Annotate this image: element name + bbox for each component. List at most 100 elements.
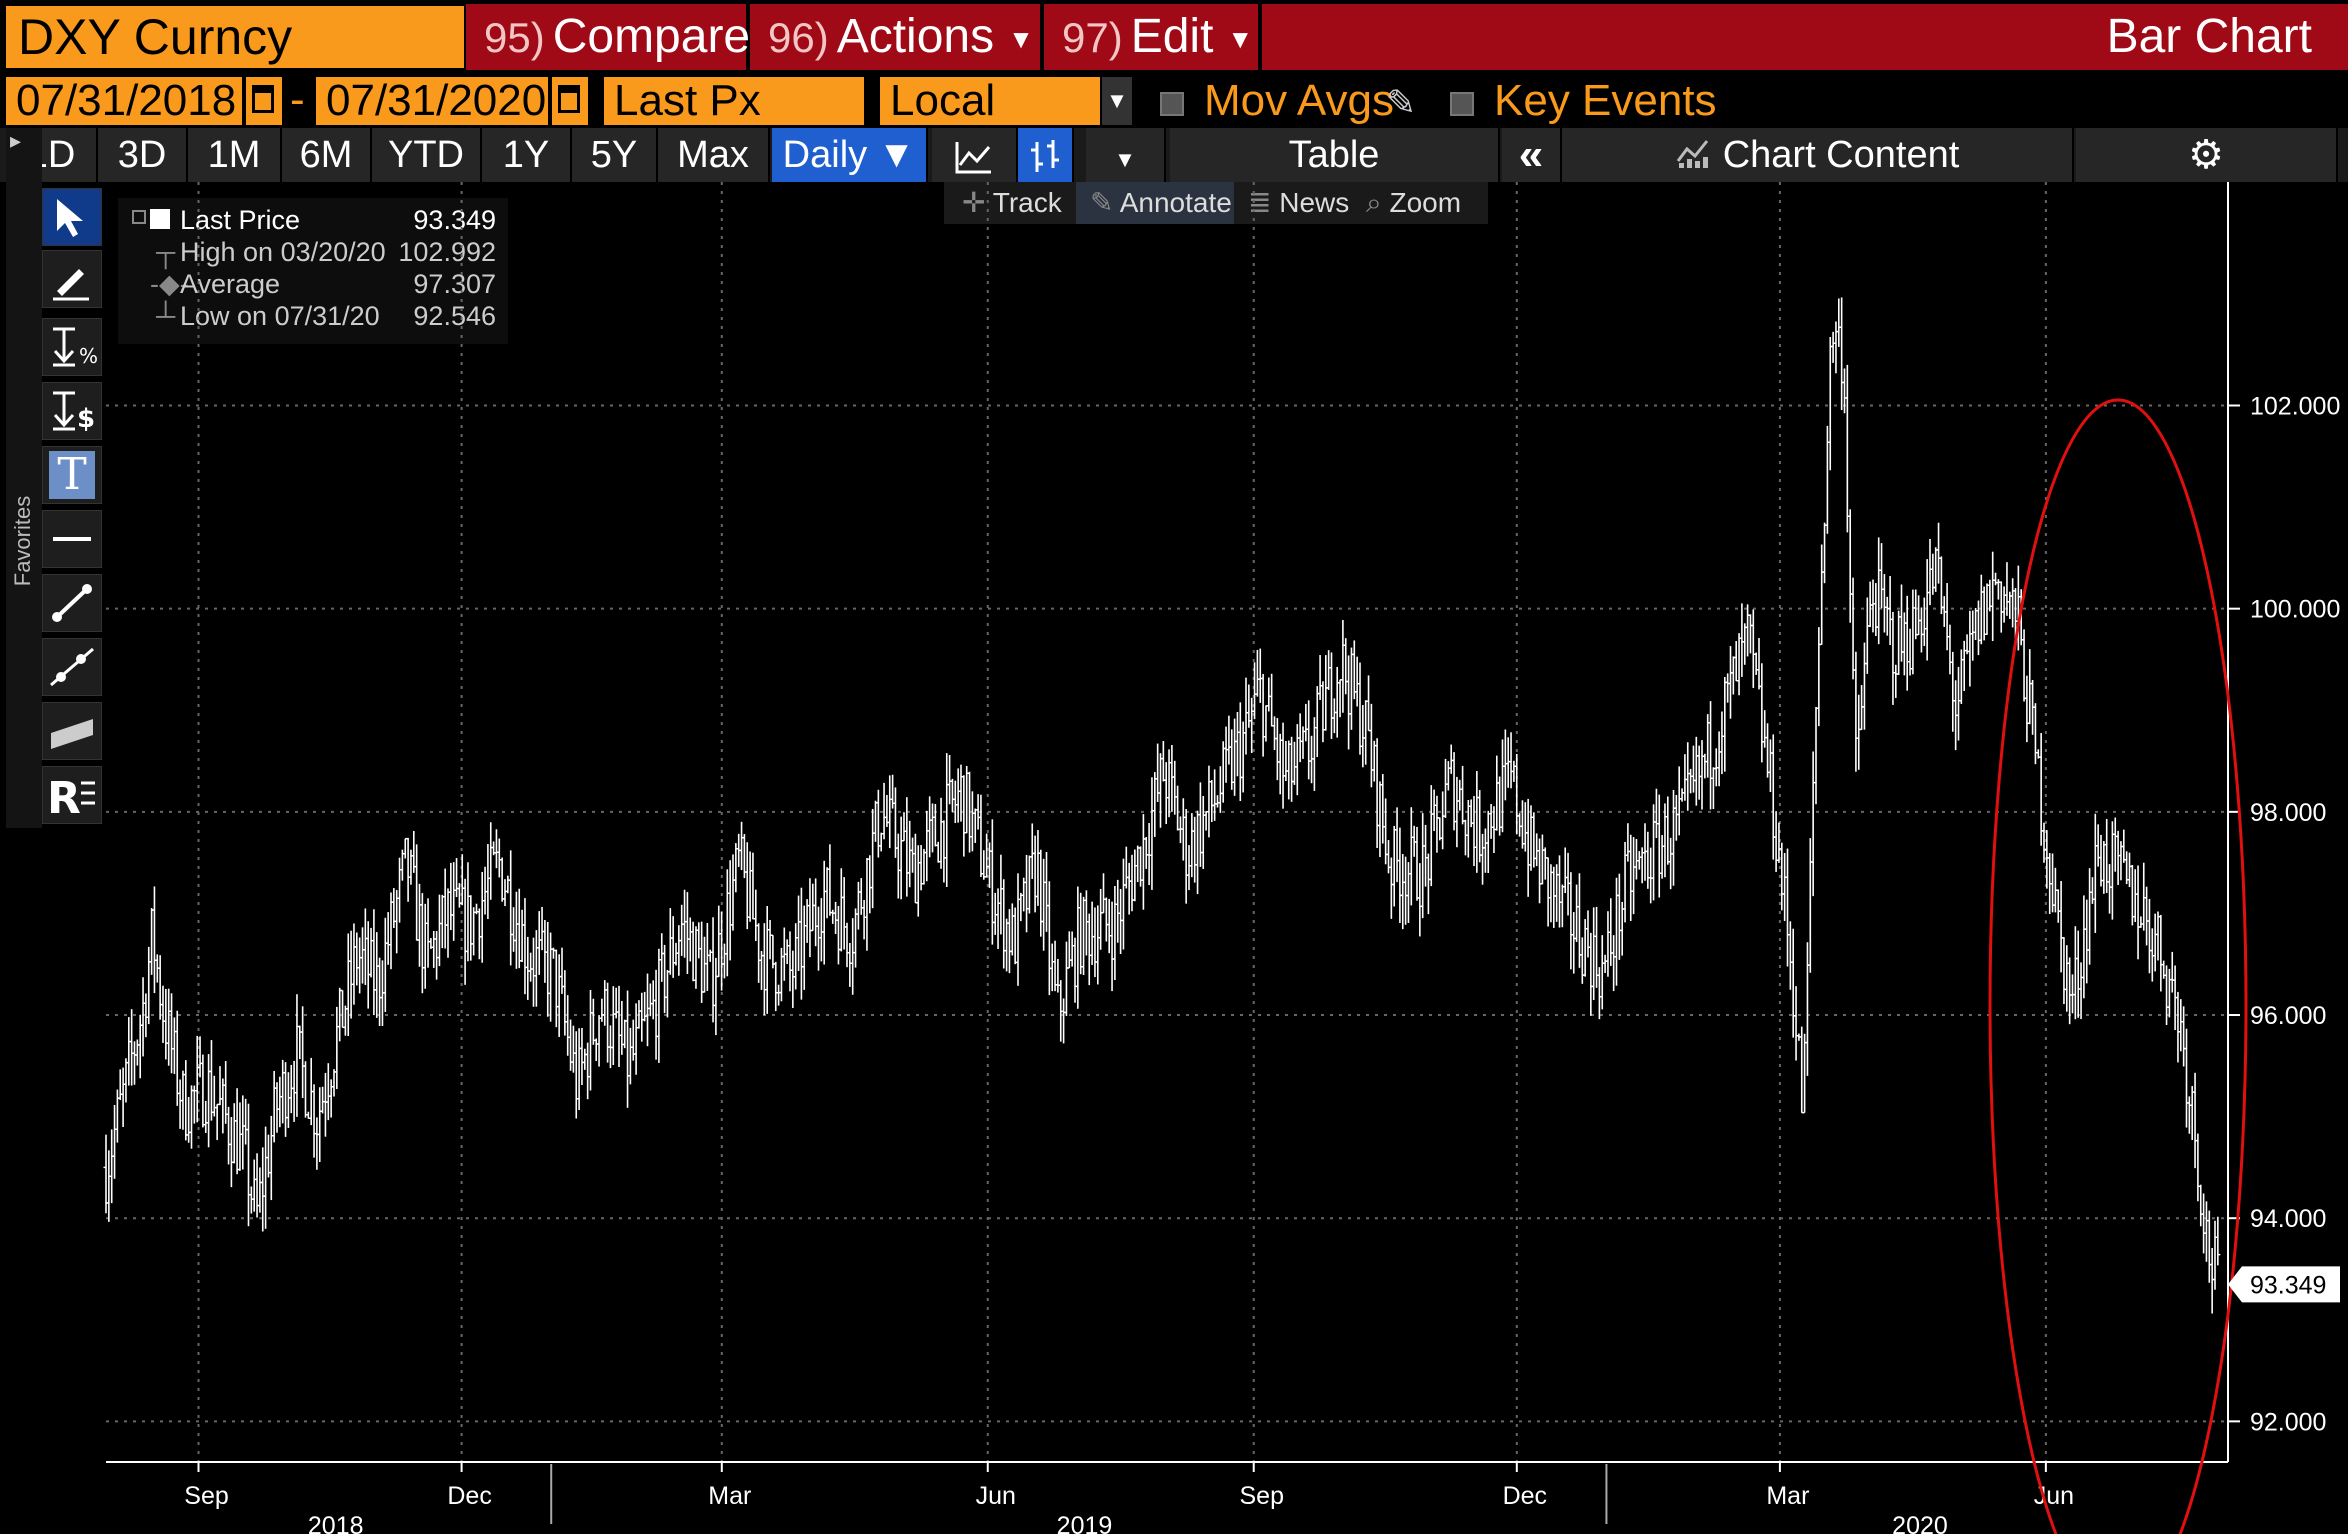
frequency-select[interactable]: Daily ▼	[772, 128, 928, 182]
price-bar	[1309, 735, 1315, 784]
start-calendar-icon[interactable]	[246, 77, 282, 125]
price-bar	[827, 844, 833, 916]
price-bar	[1833, 321, 1839, 374]
price-bar	[941, 820, 947, 883]
crosshair-icon: ✛	[962, 187, 986, 218]
range-1m-button[interactable]: 1M	[188, 128, 282, 182]
pointer-tool-icon[interactable]	[42, 188, 102, 246]
price-bar	[1562, 847, 1568, 894]
price-bar	[878, 832, 884, 852]
price-bar	[607, 1025, 613, 1069]
legend-last-price[interactable]: Last Price 93.349	[118, 204, 508, 236]
price-bar	[2175, 991, 2181, 1063]
range-3d-button[interactable]: 3D	[98, 128, 188, 182]
bar-chart-icon[interactable]	[1018, 128, 1074, 182]
collapse-left-icon[interactable]: «	[1502, 128, 1562, 182]
dollar-line-tool-icon[interactable]: $	[42, 382, 102, 440]
mov-avgs-label[interactable]: Mov Avgs	[1204, 76, 1394, 125]
key-events-label[interactable]: Key Events	[1494, 76, 1717, 125]
key-events-checkbox[interactable]	[1450, 92, 1474, 116]
ray-line-tool-icon[interactable]	[42, 638, 102, 696]
range-6m-button[interactable]: 6M	[282, 128, 372, 182]
price-bar	[1899, 584, 1904, 662]
start-date-field[interactable]: 07/31/2018	[6, 77, 242, 125]
price-field-select[interactable]: Last Px	[604, 77, 864, 125]
news-button[interactable]: ≣ News	[1236, 182, 1352, 224]
track-button[interactable]: ✛ Track	[950, 182, 1074, 224]
horizontal-line-tool-icon[interactable]	[42, 510, 102, 568]
price-bar	[2129, 865, 2135, 926]
price-bar	[1693, 736, 1699, 806]
price-bar	[724, 869, 730, 977]
price-bar	[214, 1103, 220, 1141]
channel-tool-icon[interactable]	[42, 702, 102, 760]
currency-select[interactable]: Local CCY	[880, 77, 1100, 173]
price-bar	[1041, 858, 1047, 951]
compare-button[interactable]: 95) Compare	[466, 4, 750, 70]
chart-subtoolbar: ✛ Track ✎ Annotate ≣ News ⌕ Zoom	[944, 182, 1488, 224]
expand-arrow-icon[interactable]: ▸	[10, 128, 22, 153]
range-ytd-button[interactable]: YTD	[372, 128, 482, 182]
price-bar	[211, 1075, 217, 1117]
end-date-field[interactable]: 07/31/2020	[316, 77, 548, 125]
mov-avgs-checkbox[interactable]	[1160, 92, 1184, 116]
chart-content-button[interactable]: Chart Content	[1562, 128, 2074, 182]
price-bar	[171, 1017, 177, 1074]
price-bar	[103, 1134, 109, 1214]
annotate-button[interactable]: ✎ Annotate	[1076, 182, 1234, 224]
table-button[interactable]: Table	[1170, 128, 1500, 182]
chart-type-dropdown[interactable]: ▼	[1086, 128, 1166, 182]
price-bar	[448, 862, 454, 931]
price-bar	[1602, 954, 1608, 973]
price-bar	[1234, 712, 1240, 777]
actions-button[interactable]: 96) Actions ▼	[750, 4, 1040, 70]
price-bar	[1762, 710, 1768, 748]
percent-line-tool-icon[interactable]: %	[42, 318, 102, 376]
range-5y-button[interactable]: 5Y	[572, 128, 658, 182]
price-bar	[904, 797, 910, 897]
price-bar	[2041, 822, 2047, 863]
price-bar	[864, 858, 870, 951]
line-chart-icon[interactable]	[932, 128, 1018, 182]
price-bar	[1964, 634, 1970, 655]
price-bar	[388, 892, 394, 970]
range-1y-button[interactable]: 1Y	[482, 128, 572, 182]
chart-legend: Last Price 93.349 ┬ High on 03/20/20 102…	[118, 198, 508, 344]
price-bar	[271, 1070, 277, 1143]
pen-tool-icon[interactable]	[42, 250, 102, 308]
price-bar	[1557, 855, 1562, 928]
price-bar	[659, 933, 665, 982]
range-max-button[interactable]: Max	[658, 128, 770, 182]
price-bar	[821, 860, 827, 965]
price-bar	[704, 922, 710, 991]
chevron-down-icon[interactable]: ▼	[1102, 77, 1132, 125]
price-bar	[1656, 794, 1662, 898]
title-bar: Bar Chart	[1262, 4, 2348, 70]
ticker-field[interactable]: DXY Curncy	[6, 6, 464, 68]
price-bar	[981, 850, 987, 880]
price-bar	[1383, 798, 1389, 865]
price-bar	[2089, 877, 2095, 904]
price-bar	[1286, 740, 1292, 800]
end-calendar-icon[interactable]	[552, 77, 588, 125]
price-bar	[2172, 965, 2178, 1031]
regression-tool-icon[interactable]: R	[42, 766, 102, 824]
settings-gear-icon[interactable]: ⚙	[2076, 128, 2338, 182]
chevron-down-icon: ▼	[1008, 24, 1034, 55]
collapse-icon[interactable]	[132, 210, 146, 224]
text-tool-icon[interactable]: T	[42, 446, 102, 504]
pencil-icon[interactable]: ✎	[1386, 82, 1417, 123]
price-bar	[1106, 898, 1112, 954]
annotate-label: Annotate	[1119, 187, 1232, 218]
price-bar	[793, 923, 799, 990]
price-bar	[958, 764, 964, 822]
price-bar	[1676, 766, 1682, 836]
price-bar	[684, 892, 690, 974]
edit-button[interactable]: 97) Edit ▼	[1044, 4, 1258, 70]
settings-bar: 07/31/2018 - 07/31/2020 Last Px Local CC…	[0, 72, 2348, 173]
favorites-strip[interactable]: ▸ Favorites	[6, 128, 42, 828]
zoom-button[interactable]: ⌕ Zoom	[1354, 182, 1478, 224]
trend-line-tool-icon[interactable]	[42, 574, 102, 632]
price-bar	[1423, 824, 1429, 887]
price-bar	[1995, 579, 2001, 600]
